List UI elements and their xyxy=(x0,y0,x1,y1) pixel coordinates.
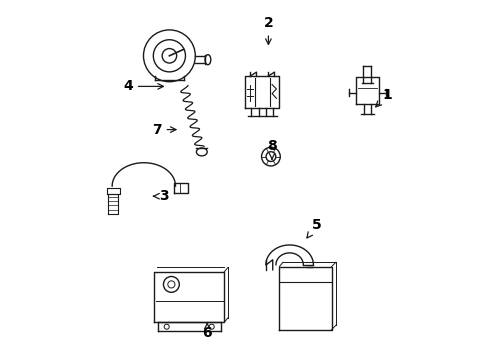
Text: 7: 7 xyxy=(152,123,176,136)
Text: 6: 6 xyxy=(202,323,212,340)
Text: 5: 5 xyxy=(307,218,322,238)
Text: 2: 2 xyxy=(264,17,273,44)
Text: 4: 4 xyxy=(123,80,164,93)
Text: 1: 1 xyxy=(376,89,392,107)
Text: 3: 3 xyxy=(153,189,169,203)
Text: 8: 8 xyxy=(267,139,277,159)
